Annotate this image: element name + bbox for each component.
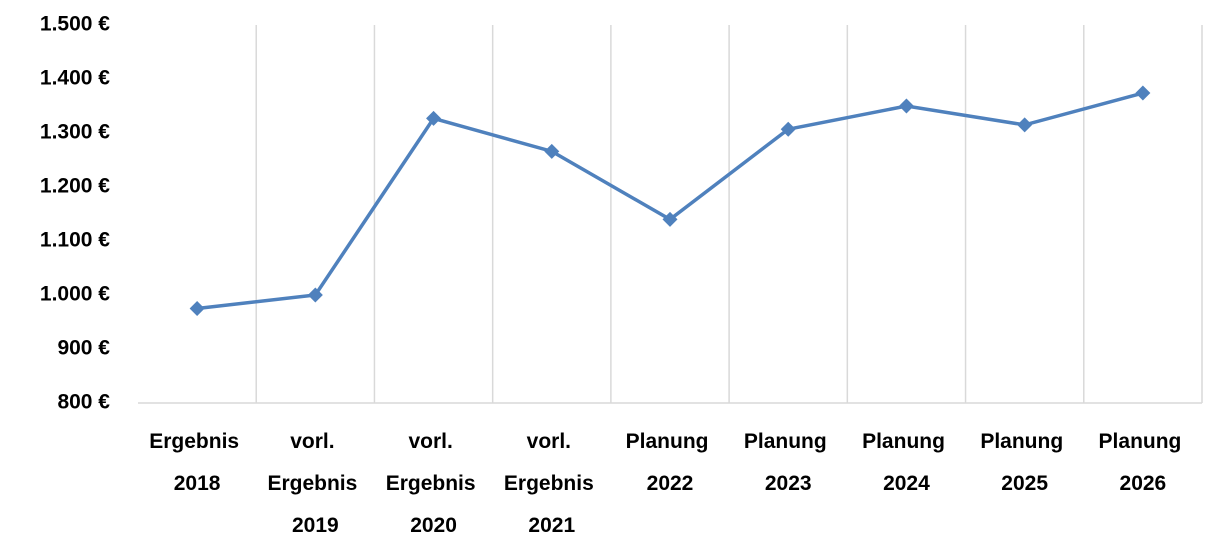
y-tick-label: 1.000 € [40,283,110,306]
x-tick-label: vorl. Ergebnis 2020 [386,430,482,535]
line [196,91,1144,311]
marker [1135,85,1151,101]
y-tick-label: 800 € [57,391,110,414]
x-tick-label: Ergebnis 2018 [149,430,245,495]
y-tick-label: 1.500 € [40,13,110,36]
marker [426,110,442,126]
x-tick-label: Planung 2023 [744,430,833,495]
marker [780,121,796,137]
x-tick-label: Planung 2026 [1099,430,1188,495]
x-tick-label: Planung 2022 [626,430,715,495]
x-tick-label: vorl. Ergebnis 2019 [267,430,363,535]
y-tick-label: 900 € [57,337,110,360]
marker [662,211,678,227]
y-tick-label: 1.200 € [40,175,110,198]
marker [307,287,323,303]
x-tick-label: Planung 2025 [980,430,1069,495]
y-tick-label: 1.400 € [40,67,110,90]
marker [544,143,560,159]
x-tick-label: vorl. Ergebnis 2021 [504,430,600,535]
marker [189,301,205,316]
marker [1017,117,1033,133]
y-tick-label: 1.100 € [40,229,110,252]
y-tick-label: 1.300 € [40,121,110,144]
marker [898,98,914,114]
x-tick-label: Planung 2024 [862,430,951,495]
